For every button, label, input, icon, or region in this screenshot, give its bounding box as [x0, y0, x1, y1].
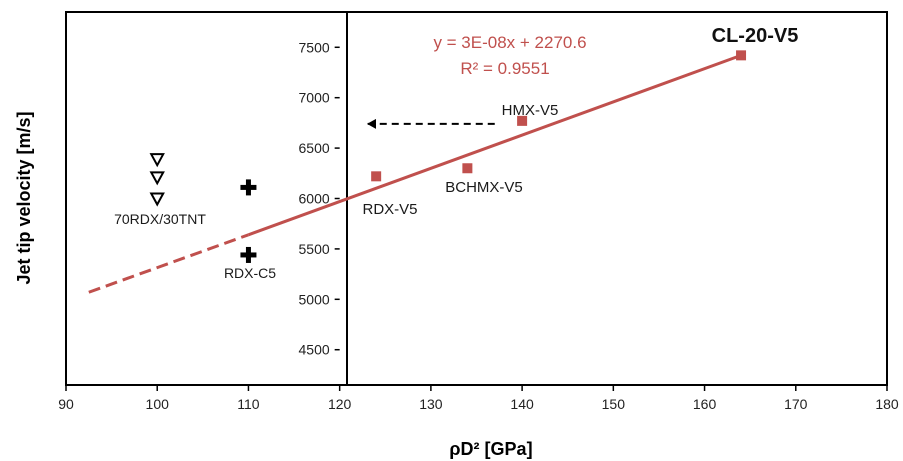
y-tick-label: 6000 [299, 191, 330, 207]
x-tick-label: 90 [58, 396, 74, 412]
label-rdx-c5: RDX-C5 [224, 265, 276, 281]
trend-equation: y = 3E-08x + 2270.6 [433, 33, 586, 52]
label-hmx-v5: HMX-V5 [502, 102, 559, 119]
cross-marker [240, 246, 257, 263]
triangle-marker [149, 153, 165, 168]
square-marker [462, 163, 473, 174]
x-axis-title: ρD² [GPa] [449, 439, 532, 459]
trendline [88, 53, 742, 294]
x-tick-label: 170 [784, 396, 808, 412]
square-marker [371, 171, 382, 182]
y-axis-ticks: 4500 5000 5500 6000 6500 7000 7500 [299, 39, 340, 358]
cross-bar-v [245, 179, 251, 196]
y-tick-label: 5000 [299, 291, 330, 307]
y-tick-label: 7500 [299, 39, 330, 55]
trendline-dashed [88, 233, 249, 294]
trendline-solid [247, 53, 742, 237]
x-tick-label: 130 [419, 396, 443, 412]
x-axis-ticks: 90 100 110 120 130 140 150 160 170 180 [58, 385, 899, 412]
y-tick-label: 7000 [299, 90, 330, 106]
label-rdx-v5: RDX-V5 [362, 201, 417, 218]
y-tick-label: 6500 [299, 140, 330, 156]
x-tick-label: 110 [237, 396, 260, 412]
plot-frame [65, 11, 888, 386]
y-axis-title: Jet tip velocity [m/s] [14, 111, 34, 284]
cross-marker [240, 179, 257, 196]
triangle-marker [149, 192, 165, 207]
x-tick-label: 140 [510, 396, 534, 412]
y-tick-label: 4500 [299, 342, 330, 358]
label-cl20-v5: CL-20-V5 [712, 25, 799, 47]
x-tick-label: 180 [875, 396, 899, 412]
x-tick-label: 120 [328, 396, 352, 412]
x-tick-label: 160 [693, 396, 717, 412]
label-70rdx-30tnt: 70RDX/30TNT [114, 211, 206, 227]
y-tick-label: 5500 [299, 241, 330, 257]
square-marker [517, 115, 528, 126]
data-points [149, 50, 747, 263]
x-tick-label: 100 [146, 396, 170, 412]
x-tick-label: 150 [602, 396, 626, 412]
square-marker [736, 50, 747, 61]
cross-bar-v [245, 246, 251, 263]
triangle-marker [149, 171, 165, 186]
label-bchmx-v5: BCHMX-V5 [445, 179, 523, 196]
trend-r2: R² = 0.9551 [460, 59, 549, 78]
